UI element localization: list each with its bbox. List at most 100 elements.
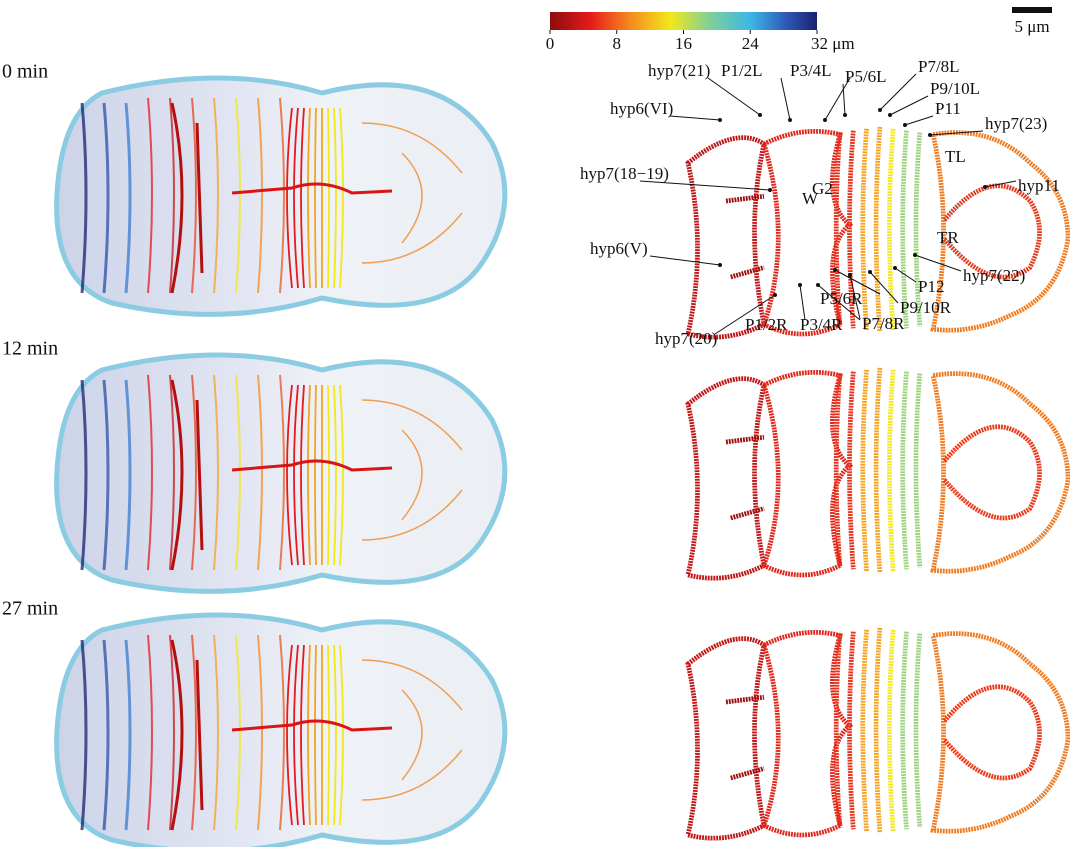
annotation-label: P7/8R xyxy=(862,314,905,333)
outline-lobe xyxy=(945,427,1040,518)
arrow-head xyxy=(868,270,872,274)
arrow-head xyxy=(823,118,827,122)
arrow-head xyxy=(718,263,722,267)
outline-strip xyxy=(850,632,854,830)
figure: 5 μm 0 min12 min27 minhyp7(21)P1/2LP3/4L… xyxy=(0,0,1070,847)
annotation-label: P12 xyxy=(918,277,944,296)
outline-strip xyxy=(850,372,854,570)
colorbar-tick-label: 24 xyxy=(742,34,760,53)
outline-lobe xyxy=(688,379,764,579)
annotation-label: P7/8L xyxy=(918,57,960,76)
cell-boundary xyxy=(328,108,329,288)
embryo-outline xyxy=(688,628,1068,838)
annotation-label: P5/6L xyxy=(845,67,887,86)
annotation-label: hyp6(V) xyxy=(590,239,648,258)
embryo-image xyxy=(57,615,505,847)
outline-strip xyxy=(863,370,867,571)
arrow-head xyxy=(816,283,820,287)
arrow-head xyxy=(913,253,917,257)
annotation-arrow xyxy=(670,116,720,120)
annotation-label: P9/10L xyxy=(930,79,980,98)
panel-label: 12 min xyxy=(2,338,58,360)
outline-lobe xyxy=(688,639,764,839)
outline-lobe xyxy=(726,437,764,518)
annotation-label: P3/4L xyxy=(790,61,832,80)
outline-strip xyxy=(863,129,867,330)
annotation-label: hyp7(23) xyxy=(985,114,1047,133)
annotation-label: hyp7(21) xyxy=(648,61,710,80)
scale-bar xyxy=(1012,7,1052,13)
annotation-label: hyp7(20) xyxy=(655,329,717,348)
embryo-image xyxy=(57,355,505,591)
cell-boundary xyxy=(315,108,316,288)
panels: 0 min 12 min 27 min hyp7(21) P1/2L P3/4L P5/6L… xyxy=(2,57,1068,847)
annotation-label: P3/4R xyxy=(800,315,843,334)
arrow-head xyxy=(928,133,932,137)
arrow-head xyxy=(893,266,897,270)
cell-boundary xyxy=(315,645,316,825)
arrow-head xyxy=(888,113,892,117)
arrow-head xyxy=(833,268,837,272)
annotation-label: P9/10R xyxy=(900,298,952,317)
outline-strip xyxy=(889,630,893,831)
outline-strip xyxy=(876,628,880,833)
arrow-head xyxy=(773,293,777,297)
outline-strip xyxy=(903,372,907,570)
annotation-label: hyp11 xyxy=(1018,176,1060,195)
outline-lobe xyxy=(933,374,1068,572)
annotation-arrow xyxy=(905,116,933,125)
arrow-head xyxy=(798,283,802,287)
outline-strip xyxy=(916,634,920,828)
arrow-head xyxy=(758,113,762,117)
embryo-image xyxy=(57,78,505,314)
annotation-label: P1/2L xyxy=(721,61,763,80)
arrow-head xyxy=(843,113,847,117)
outline-lobe xyxy=(945,687,1040,778)
annotation-label: TL xyxy=(945,147,966,166)
annotation-label: P11 xyxy=(935,99,961,118)
outline-strip xyxy=(903,632,907,830)
arrow-head xyxy=(983,185,987,189)
colorbar-tick-label: 8 xyxy=(613,34,622,53)
outline-strip xyxy=(876,368,880,573)
annotation-arrow xyxy=(870,272,898,303)
outline-lobe xyxy=(945,186,1040,277)
cell-boundary xyxy=(328,385,329,565)
annotation-label: TR xyxy=(937,228,959,247)
outline-lobe xyxy=(726,697,764,778)
embryo-outline xyxy=(688,127,1068,337)
embryo-outline xyxy=(688,368,1068,578)
arrow-head xyxy=(878,108,882,112)
annotation-label: W xyxy=(802,189,819,208)
outline-strip xyxy=(889,129,893,330)
arrow-head xyxy=(903,123,907,127)
colorbar-tick-label: 16 xyxy=(675,34,692,53)
cell-boundary xyxy=(328,645,329,825)
annotation-arrow xyxy=(915,255,961,271)
colorbar xyxy=(550,12,817,30)
arrow-head xyxy=(848,273,852,277)
annotation-label: P1/2R xyxy=(745,315,788,334)
outline-strip xyxy=(916,374,920,568)
colorbar-tick-label: 0 xyxy=(546,34,555,53)
outline-strip xyxy=(876,127,880,332)
outline-strip xyxy=(889,370,893,571)
arrow-head xyxy=(718,118,722,122)
colorbar-tick-label: 32 μm xyxy=(811,34,855,53)
panel-label: 0 min xyxy=(2,61,48,83)
annotation-arrow xyxy=(650,256,720,265)
annotation-label: hyp7(22) xyxy=(963,266,1025,285)
arrow-head xyxy=(788,118,792,122)
outline-strip xyxy=(863,630,867,831)
annotation-arrow xyxy=(708,78,760,115)
annotation-arrow xyxy=(781,78,790,120)
outline-lobe xyxy=(726,196,764,277)
outline-lobe xyxy=(688,138,764,338)
cell-boundary xyxy=(315,385,316,565)
annotation-label: hyp6(VI) xyxy=(610,99,673,118)
panel-label: 27 min xyxy=(2,598,58,620)
annotation-arrow xyxy=(890,96,928,115)
annotation-arrow xyxy=(640,181,770,190)
outline-lobe xyxy=(933,634,1068,832)
arrow-head xyxy=(768,188,772,192)
